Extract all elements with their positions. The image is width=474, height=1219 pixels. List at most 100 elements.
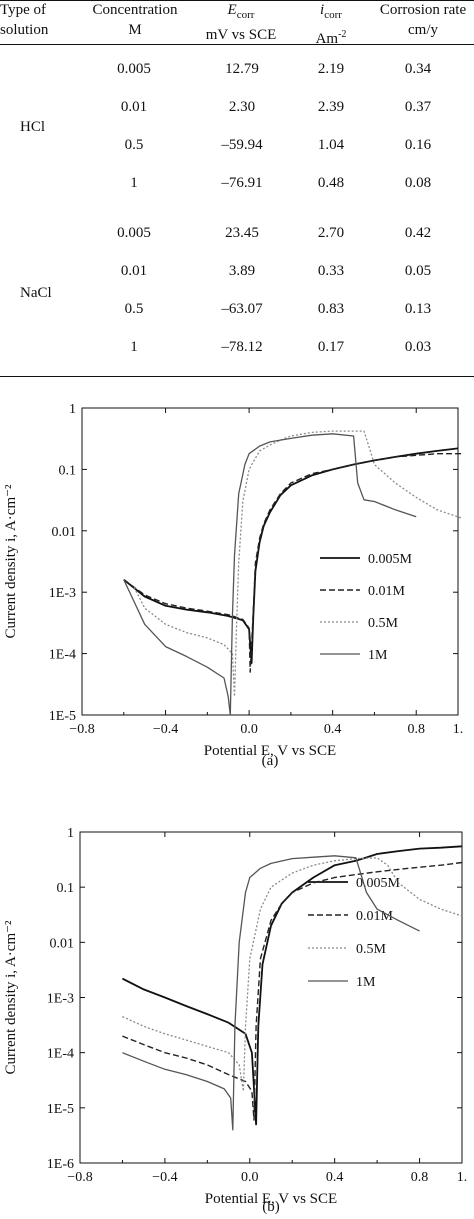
table-cell-conc: 0.01 bbox=[120, 263, 148, 279]
x-tick-label: −0.4 bbox=[152, 1170, 177, 1185]
y-tick-label: 1E-3 bbox=[49, 586, 76, 601]
legend-label-0.005M: 0.005M bbox=[356, 876, 401, 891]
table-bottom-rule bbox=[0, 376, 474, 377]
table-cell-rate: 0.16 bbox=[404, 137, 432, 153]
icorr-unit-text: Am bbox=[315, 31, 339, 47]
series-line-0.01M bbox=[123, 453, 463, 673]
y-tick-label: 0.01 bbox=[52, 525, 77, 540]
header-type-line1: Type of bbox=[0, 2, 47, 18]
x-tick-label: 1. bbox=[453, 722, 464, 737]
y-tick-label: 0.1 bbox=[59, 463, 77, 478]
table-top-rule bbox=[0, 0, 474, 1]
polarization-chart-b: −0.8 −0.4 0.0 0.4 0.8 1. 1E-6 1E-5 1E-4 1E-3 0.01 0… bbox=[3, 826, 468, 1215]
table-cell-ecorr: –76.91 bbox=[221, 175, 263, 191]
legend-label-0.01M: 0.01M bbox=[368, 584, 406, 599]
header-type: Type of solution bbox=[0, 0, 70, 40]
data-table: Type of solution Concentration M Ecorr m… bbox=[0, 0, 474, 380]
header-concentration: Concentration M bbox=[80, 0, 190, 40]
plot-frame bbox=[81, 407, 459, 716]
table-cell-ecorr: 2.30 bbox=[228, 99, 256, 115]
table-cell-ecorr: –63.07 bbox=[221, 301, 263, 317]
y-tick-label: 1E-6 bbox=[47, 1157, 74, 1172]
polarization-chart-a: −0.8 −0.4 0.0 0.4 0.8 1. 1E-5 1E-4 1E-3 0.01 0.1 1 P… bbox=[3, 402, 464, 769]
table-cell-conc: 0.5 bbox=[124, 137, 144, 153]
legend-label-1M: 1M bbox=[368, 648, 388, 663]
table-cell-rate: 0.37 bbox=[404, 99, 432, 115]
table-cell-ecorr: 3.89 bbox=[228, 263, 256, 279]
table-cell-icorr: 0.33 bbox=[317, 263, 345, 279]
legend-label-0.01M: 0.01M bbox=[356, 909, 394, 924]
table-cell-conc: 0.5 bbox=[124, 301, 144, 317]
header-rule bbox=[0, 44, 474, 45]
header-ecorr: Ecorr mV vs SCE bbox=[186, 0, 296, 45]
y-tick-label: 1E-5 bbox=[49, 709, 76, 724]
table-cell-rate: 0.34 bbox=[404, 61, 432, 77]
y-tick-label: 1E-4 bbox=[49, 648, 76, 663]
y-tick-label: 1E-5 bbox=[47, 1102, 74, 1117]
series-line-1M bbox=[123, 433, 417, 716]
figure-caption: (a) bbox=[262, 753, 279, 769]
header-type-line2: solution bbox=[0, 22, 49, 38]
legend-label-1M: 1M bbox=[356, 975, 376, 990]
header-corrosion-rate: Corrosion rate cm/y bbox=[368, 0, 474, 40]
header-rate-line2: cm/y bbox=[408, 22, 438, 38]
icorr-symbol: i bbox=[320, 2, 325, 18]
legend-label-0.005M: 0.005M bbox=[368, 552, 413, 567]
table-cell-ecorr: 23.45 bbox=[225, 225, 259, 241]
x-tick-label: 0.8 bbox=[407, 722, 425, 737]
group-label-hcl: HCl bbox=[20, 119, 46, 135]
table-cell-rate: 0.03 bbox=[404, 339, 432, 355]
x-tick-label: −0.4 bbox=[153, 722, 178, 737]
header-ecorr-line1: Ecorr bbox=[186, 0, 296, 25]
series-line-0.01M bbox=[122, 861, 463, 1121]
header-icorr-line1: icorr bbox=[296, 0, 366, 25]
y-axis-label: Current density i, A·cm⁻² bbox=[3, 484, 19, 639]
series-line-0.5M bbox=[133, 430, 463, 698]
table-cell-conc: 1 bbox=[130, 339, 138, 355]
table-cell-conc: 0.005 bbox=[117, 61, 151, 77]
table-cell-icorr: 2.70 bbox=[317, 225, 345, 241]
table-cell-ecorr: –59.94 bbox=[221, 137, 263, 153]
icorr-subscript: corr bbox=[324, 9, 342, 21]
x-tick-label: 0.4 bbox=[326, 1170, 344, 1185]
table-cell-conc: 0.01 bbox=[120, 99, 148, 115]
table-cell-rate: 0.05 bbox=[404, 263, 432, 279]
table-cell-icorr: 0.83 bbox=[317, 301, 345, 317]
y-tick-label: 0.1 bbox=[57, 881, 75, 896]
y-tick-label: 1 bbox=[69, 402, 76, 417]
header-icorr-unit: Am-2 bbox=[296, 25, 366, 49]
x-axis-label: Potential E, V vs SCE bbox=[204, 743, 336, 759]
table-cell-rate: 0.42 bbox=[404, 225, 432, 241]
table-cell-icorr: 0.48 bbox=[317, 175, 345, 191]
table-cell-rate: 0.08 bbox=[404, 175, 432, 191]
table-cell-conc: 1 bbox=[130, 175, 138, 191]
y-tick-label: 1E-3 bbox=[47, 992, 74, 1007]
table-cell-rate: 0.13 bbox=[404, 301, 432, 317]
x-axis-label: Potential E, V vs SCE bbox=[205, 1191, 337, 1207]
legend-label-0.5M: 0.5M bbox=[368, 616, 399, 631]
header-rate-line1: Corrosion rate bbox=[379, 2, 467, 18]
header-conc-line1: Concentration bbox=[92, 2, 178, 18]
x-tick-label: −0.8 bbox=[69, 722, 94, 737]
table-cell-icorr: 0.17 bbox=[317, 339, 345, 355]
x-tick-label: 0.0 bbox=[240, 722, 258, 737]
group-label-nacl: NaCl bbox=[20, 285, 52, 301]
plot-frame bbox=[79, 831, 463, 1164]
y-axis-label: Current density i, A·cm⁻² bbox=[3, 920, 19, 1075]
x-tick-label: 0.4 bbox=[324, 722, 342, 737]
figure-caption: (b) bbox=[262, 1199, 280, 1215]
y-tick-label: 0.01 bbox=[50, 936, 75, 951]
header-ecorr-unit: mV vs SCE bbox=[205, 27, 277, 43]
table-cell-icorr: 1.04 bbox=[317, 137, 345, 153]
table-cell-conc: 0.005 bbox=[117, 225, 151, 241]
x-tick-label: 0.0 bbox=[241, 1170, 259, 1185]
x-tick-label: −0.8 bbox=[67, 1170, 92, 1185]
ecorr-subscript: corr bbox=[236, 9, 255, 21]
icorr-unit-sup: -2 bbox=[338, 29, 347, 40]
ecorr-symbol: E bbox=[227, 2, 237, 18]
x-tick-label: 1. bbox=[457, 1170, 468, 1185]
header-icorr: icorr Am-2 bbox=[296, 0, 366, 49]
legend-label-0.5M: 0.5M bbox=[356, 942, 387, 957]
series-line-1M bbox=[122, 855, 420, 1131]
series-line-0.005M bbox=[121, 845, 463, 1126]
